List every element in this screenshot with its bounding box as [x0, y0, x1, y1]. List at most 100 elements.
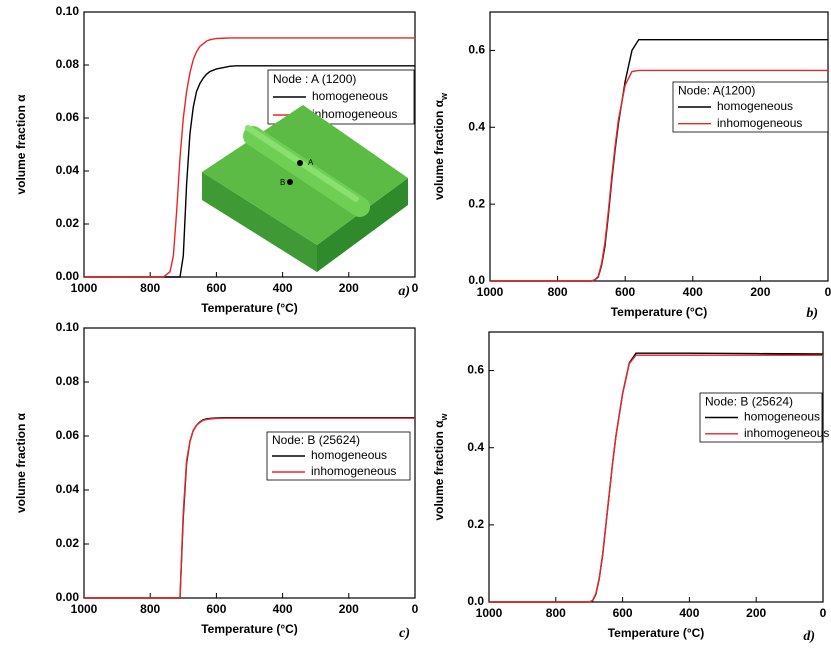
x-tick-label: 800 [548, 285, 568, 299]
y-axis-label-text: volume fraction α [14, 94, 28, 195]
legend: Node: B (25624)homogeneous inhomogeneous [266, 431, 411, 481]
inset-point-a [297, 160, 303, 166]
x-tick-label: 0 [825, 285, 831, 299]
x-tick-label: 0 [412, 281, 419, 295]
data-line [84, 37, 415, 278]
inset-face-right [317, 178, 408, 272]
inset-label: A [308, 158, 314, 167]
panel: 1000 800 600 400 200 0 0.00 0.02 0.04 0.06 0.08 0.1… [14, 320, 418, 641]
inset-ridge [243, 126, 370, 217]
legend-label: homogeneous [311, 448, 387, 462]
legend-title: Node: B (25624) [705, 394, 793, 408]
x-tick-label: 400 [683, 285, 703, 299]
legend-label: inhomogeneous [311, 464, 396, 478]
x-axis-label: Temperature (°C) [201, 301, 298, 315]
panel-label: d) [803, 629, 815, 644]
x-tick-label: 1000 [71, 281, 98, 295]
x-tick-label: 0 [412, 602, 419, 616]
legend-label: inhomogeneous [717, 116, 802, 130]
x-tick-label: 1000 [476, 606, 503, 620]
y-tick-label: 0.06 [56, 428, 80, 442]
y-tick-label: 0.10 [56, 320, 80, 334]
legend: Node: A(1200)homogeneous inhomogeneous [672, 81, 829, 133]
y-tick-label: 0.2 [467, 517, 484, 531]
legend-label: homogeneous [717, 99, 793, 113]
panel-label: a) [398, 284, 410, 299]
y-tick-label: 0.00 [56, 269, 80, 283]
legend: Node : A (1200) homogeneous inhomogeneous [267, 69, 415, 125]
y-tick-label: 0.6 [467, 363, 484, 377]
y-tick-label: 0.0 [467, 594, 484, 608]
panel: 1000 800 600 400 200 0 0.00 0.02 0.04 0.06 0.08 0.1… [14, 4, 418, 315]
y-tick-label: 0.04 [56, 482, 80, 496]
panel-label: b) [806, 306, 818, 321]
data-line [84, 417, 415, 599]
legend-label: inhomogeneous [744, 426, 829, 440]
data-line [490, 38, 828, 282]
x-tick-label: 600 [206, 602, 226, 616]
legend-title: Node: B (25624) [272, 433, 360, 447]
y-tick-label: 0.08 [56, 57, 80, 71]
y-axis-label: volume fraction α [14, 94, 28, 195]
plot-frame [83, 11, 416, 278]
x-tick-label: 0 [820, 606, 827, 620]
x-tick-label: 400 [273, 281, 293, 295]
x-tick-label: 200 [750, 285, 770, 299]
x-tick-label: 600 [613, 606, 633, 620]
x-tick-label: 600 [615, 285, 635, 299]
data-line [84, 65, 415, 278]
y-axis-label-text: volume fraction α [432, 99, 446, 200]
x-tick-label: 400 [273, 602, 293, 616]
y-tick-label: 0.00 [56, 590, 80, 604]
x-tick-label: 400 [679, 606, 699, 620]
y-tick-label: 0.4 [468, 119, 485, 133]
x-tick-label: 800 [140, 281, 160, 295]
y-axis-label: volume fraction αw [432, 412, 449, 520]
y-axis-label: volume fraction α [14, 412, 28, 513]
x-tick-label: 1000 [71, 602, 98, 616]
y-tick-label: 0.6 [468, 43, 485, 57]
inset-label: B [280, 178, 285, 187]
x-axis-label: Temperature (°C) [201, 622, 298, 636]
y-axis-label-text: volume fraction α [14, 412, 28, 513]
x-tick-label: 600 [206, 281, 226, 295]
y-axis-label: volume fraction αw [432, 92, 449, 200]
y-tick-label: 0.4 [467, 440, 484, 454]
y-axis-label-text: volume fraction α [432, 420, 446, 521]
inset-point-b [287, 179, 293, 185]
legend-label: homogeneous [744, 410, 820, 424]
plot-frame [83, 327, 416, 599]
y-tick-label: 0.06 [56, 110, 80, 124]
plot-frame [488, 331, 824, 603]
data-line [490, 69, 828, 282]
x-axis-label: Temperature (°C) [611, 305, 708, 319]
y-axis-label-subscript: w [439, 92, 449, 101]
data-line [489, 352, 824, 603]
x-tick-label: 200 [339, 281, 359, 295]
y-tick-label: 0.2 [468, 196, 485, 210]
legend-title: Node: A(1200) [678, 84, 755, 98]
legend-title: Node : A (1200) [273, 72, 356, 86]
y-tick-label: 0.10 [56, 4, 80, 18]
y-tick-label: 0.0 [468, 273, 485, 287]
x-tick-label: 800 [140, 602, 160, 616]
legend-label: homogeneous [312, 89, 388, 103]
inset-3d-model: A B [202, 105, 408, 272]
x-tick-label: 800 [546, 606, 566, 620]
y-axis-label-subscript: w [439, 412, 449, 421]
y-tick-label: 0.02 [56, 216, 80, 230]
y-tick-label: 0.02 [56, 536, 80, 550]
panel: 1000 800 600 400 200 0 0.0 0.2 0.4 0.6 Temperature… [432, 331, 829, 644]
data-line [489, 354, 823, 603]
y-tick-label: 0.04 [56, 163, 80, 177]
legend: Node: B (25624) homogeneous inhomogeneous [699, 392, 829, 443]
inset-face-left [202, 172, 317, 272]
x-tick-label: 200 [746, 606, 766, 620]
legend-label: inhomogeneous [312, 107, 397, 121]
y-tick-label: 0.08 [56, 374, 80, 388]
panel: 1000 800 600 400 200 0 0.0 0.2 0.4 0.6 Temperature… [432, 11, 831, 321]
panel-label: c) [399, 626, 410, 641]
plot-frame [489, 11, 829, 282]
x-tick-label: 1000 [477, 285, 504, 299]
